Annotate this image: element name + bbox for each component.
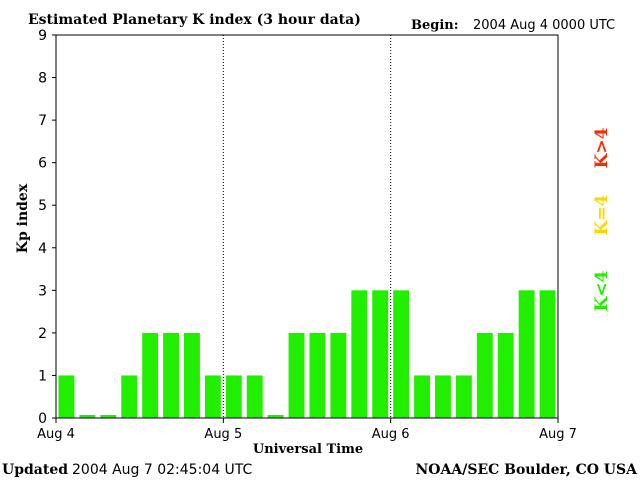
- chart-title: Estimated Planetary K index (3 hour data…: [28, 12, 361, 28]
- x-axis-label: Universal Time: [253, 442, 363, 457]
- kp-bar: [267, 415, 284, 418]
- begin-label: Begin:: [411, 18, 459, 33]
- kp-bar: [184, 332, 200, 418]
- begin-value: 2004 Aug 4 0000 UTC: [473, 18, 615, 33]
- y-axis-label: Kp index: [15, 183, 31, 253]
- kp-bar: [288, 332, 305, 418]
- x-tick-label: Aug 7: [539, 427, 577, 442]
- legend-k-less-4: K<4: [592, 270, 612, 311]
- legend-k-equal-4: K=4: [592, 194, 612, 235]
- x-tick-label: Aug 4: [37, 427, 75, 442]
- x-tick-label: Aug 5: [204, 427, 242, 442]
- kp-bar: [414, 375, 430, 418]
- kp-bar: [435, 375, 451, 418]
- kp-bar: [246, 375, 263, 418]
- kp-bar: [476, 332, 493, 418]
- kp-bar: [309, 332, 326, 418]
- y-tick-label: 4: [38, 241, 47, 257]
- x-tick-label: Aug 6: [372, 427, 410, 442]
- y-tick-label: 2: [38, 326, 47, 342]
- y-tick-label: 3: [38, 283, 47, 299]
- y-tick-label: 0: [38, 411, 47, 427]
- kp-bar: [351, 290, 368, 418]
- kp-bar: [393, 290, 410, 418]
- updated-label: Updated: [2, 462, 68, 478]
- kp-bar: [497, 332, 514, 418]
- y-tick-label: 6: [38, 156, 47, 172]
- kp-bar: [100, 415, 117, 418]
- kp-bar: [225, 375, 242, 418]
- kp-bar: [372, 290, 389, 418]
- kp-bar: [204, 375, 221, 418]
- credit-text: NOAA/SEC Boulder, CO USA: [416, 462, 639, 478]
- updated-value: 2004 Aug 7 02:45:04 UTC: [72, 462, 253, 478]
- kp-bar: [330, 332, 347, 418]
- kp-bar: [58, 375, 75, 418]
- kp-bar: [518, 290, 535, 418]
- y-tick-label: 1: [38, 368, 47, 384]
- kp-bar: [121, 375, 138, 418]
- plot-frame: [55, 34, 559, 419]
- plot-area: 0 1 2 3 4 5 6 7 8 9 Aug 4 Aug 5 Aug 6 Aug 7: [37, 28, 577, 442]
- kp-bar: [163, 332, 179, 418]
- legend-k-greater-4: K>4: [592, 127, 612, 168]
- kp-bar: [455, 375, 472, 418]
- y-tick-label: 7: [38, 113, 47, 129]
- y-tick-label: 9: [38, 28, 47, 44]
- kp-bar: [79, 415, 96, 418]
- kp-bar: [539, 290, 556, 418]
- y-tick-label: 8: [38, 71, 47, 87]
- kp-bar: [142, 332, 159, 418]
- y-tick-label: 5: [38, 198, 47, 214]
